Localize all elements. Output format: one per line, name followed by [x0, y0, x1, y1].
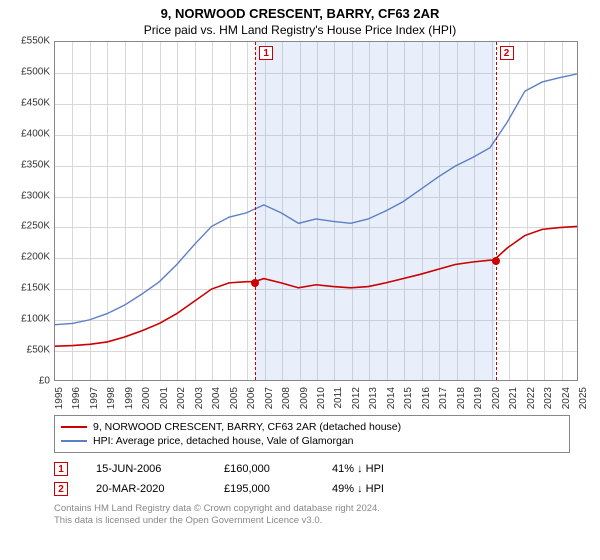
x-tick-label: 2001: [159, 387, 170, 409]
x-tick-label: 2023: [543, 387, 554, 409]
x-tick-label: 2007: [264, 387, 275, 409]
row-marker: 1: [54, 462, 68, 476]
footer-attribution: Contains HM Land Registry data © Crown c…: [54, 503, 570, 527]
x-tick-label: 2002: [176, 387, 187, 409]
x-tick-label: 2015: [403, 387, 414, 409]
plot-area: 12: [54, 41, 578, 381]
y-tick-label: £400K: [21, 128, 50, 139]
y-tick-label: £550K: [21, 36, 50, 47]
marker-label: 1: [259, 46, 273, 60]
row-hpi-diff: 41% ↓ HPI: [332, 463, 422, 475]
row-date: 20-MAR-2020: [96, 483, 196, 495]
x-tick-label: 2017: [438, 387, 449, 409]
footer-line1: Contains HM Land Registry data © Crown c…: [54, 503, 570, 515]
row-price: £160,000: [224, 463, 304, 475]
transaction-table: 1 15-JUN-2006 £160,000 41% ↓ HPI 2 20-MAR-202…: [54, 459, 570, 499]
chart-area: £0 £50K £100K £150K £200K £250K £300K £350K £400…: [10, 41, 590, 411]
x-tick-label: 2025: [578, 387, 589, 409]
x-tick-label: 2009: [299, 387, 310, 409]
transaction-row: 2 20-MAR-2020 £195,000 49% ↓ HPI: [54, 479, 570, 499]
x-tick-label: 2013: [368, 387, 379, 409]
legend-label: 9, NORWOOD CRESCENT, BARRY, CF63 2AR (de…: [93, 421, 401, 433]
data-point: [251, 279, 259, 287]
y-tick-label: £250K: [21, 221, 50, 232]
x-tick-label: 2012: [351, 387, 362, 409]
row-hpi-diff: 49% ↓ HPI: [332, 483, 422, 495]
y-tick-label: £500K: [21, 66, 50, 77]
x-tick-label: 2022: [526, 387, 537, 409]
x-axis: 1995 1996 1997 1998 1999 2000 2001 2002 2003 2004…: [54, 383, 578, 411]
y-tick-label: £0: [39, 376, 50, 387]
legend-label: HPI: Average price, detached house, Vale…: [93, 435, 354, 447]
x-tick-label: 2020: [491, 387, 502, 409]
x-tick-label: 2024: [561, 387, 572, 409]
marker-line: [496, 42, 497, 380]
x-tick-label: 2005: [229, 387, 240, 409]
x-tick-label: 2004: [211, 387, 222, 409]
x-tick-label: 1995: [54, 387, 65, 409]
x-tick-label: 1999: [124, 387, 135, 409]
y-tick-label: £200K: [21, 252, 50, 263]
legend-swatch: [61, 426, 87, 429]
x-tick-label: 2000: [141, 387, 152, 409]
x-tick-label: 2014: [386, 387, 397, 409]
y-tick-label: £50K: [27, 345, 50, 356]
row-price: £195,000: [224, 483, 304, 495]
series-hpi: [55, 74, 577, 325]
footer-line2: This data is licensed under the Open Gov…: [54, 515, 570, 527]
x-tick-label: 2011: [333, 387, 344, 409]
x-tick-label: 1997: [89, 387, 100, 409]
legend-item: HPI: Average price, detached house, Vale…: [61, 434, 563, 448]
y-tick-label: £350K: [21, 159, 50, 170]
x-tick-label: 2018: [456, 387, 467, 409]
x-tick-label: 2019: [473, 387, 484, 409]
series-price_paid: [55, 226, 577, 346]
line-svg: [55, 42, 577, 380]
data-point: [492, 257, 500, 265]
marker-line: [255, 42, 256, 380]
y-tick-label: £150K: [21, 283, 50, 294]
x-tick-label: 2021: [508, 387, 519, 409]
x-tick-label: 2003: [194, 387, 205, 409]
chart-title: 9, NORWOOD CRESCENT, BARRY, CF63 2AR: [0, 0, 600, 21]
y-tick-label: £100K: [21, 314, 50, 325]
row-date: 15-JUN-2006: [96, 463, 196, 475]
legend-item: 9, NORWOOD CRESCENT, BARRY, CF63 2AR (de…: [61, 420, 563, 434]
x-tick-label: 2006: [246, 387, 257, 409]
row-marker: 2: [54, 482, 68, 496]
x-tick-label: 2010: [316, 387, 327, 409]
x-tick-label: 2016: [421, 387, 432, 409]
x-tick-label: 1996: [71, 387, 82, 409]
x-tick-label: 1998: [106, 387, 117, 409]
chart-subtitle: Price paid vs. HM Land Registry's House …: [0, 21, 600, 41]
transaction-row: 1 15-JUN-2006 £160,000 41% ↓ HPI: [54, 459, 570, 479]
marker-label: 2: [500, 46, 514, 60]
legend: 9, NORWOOD CRESCENT, BARRY, CF63 2AR (de…: [54, 415, 570, 453]
y-tick-label: £450K: [21, 97, 50, 108]
x-tick-label: 2008: [281, 387, 292, 409]
legend-swatch: [61, 440, 87, 443]
y-axis: £0£50K£100K£150K£200K£250K£300K£350K£400…: [10, 41, 52, 381]
y-tick-label: £300K: [21, 190, 50, 201]
